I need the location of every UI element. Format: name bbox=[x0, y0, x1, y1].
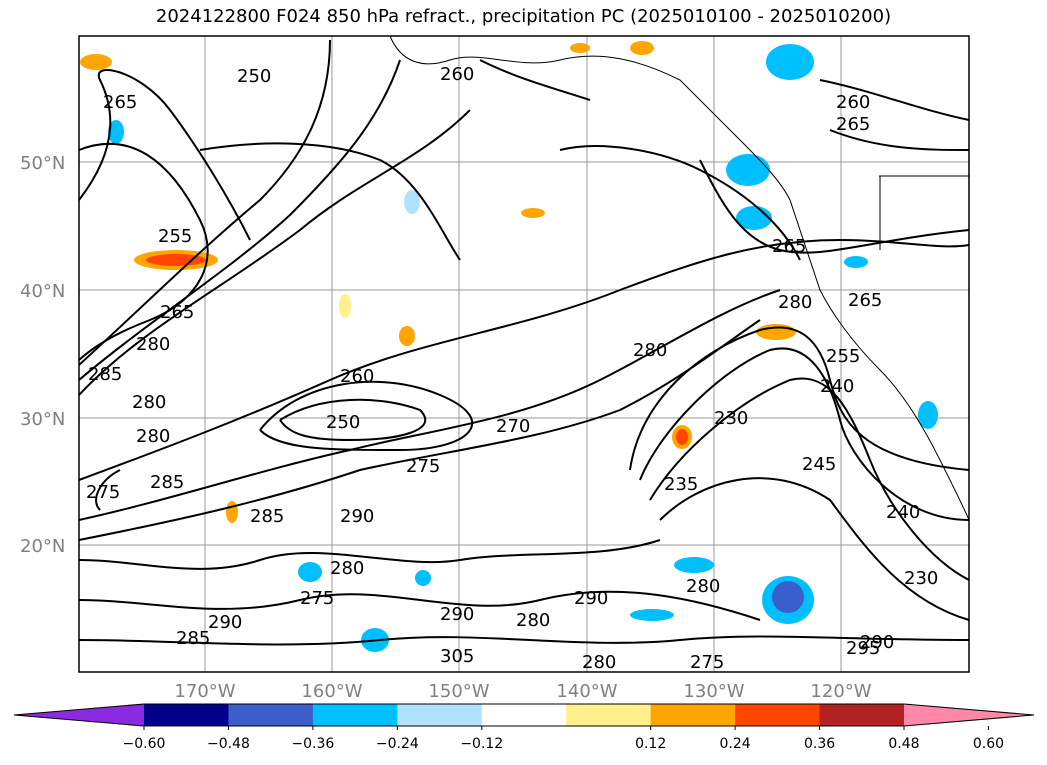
contour-label: 280 bbox=[582, 652, 616, 673]
contour-label: 280 bbox=[132, 392, 166, 413]
contour-label: 240 bbox=[820, 376, 854, 397]
map-panel: 250 265 260 255 265 260 250 280 280 285 … bbox=[78, 35, 970, 673]
contour-label: 230 bbox=[714, 408, 748, 429]
lon-label: 170°W bbox=[174, 681, 235, 702]
contour-label: 290 bbox=[208, 612, 242, 633]
colorbar-swatch bbox=[312, 704, 398, 726]
contour-label: 245 bbox=[802, 454, 836, 475]
contour-label: 275 bbox=[690, 652, 724, 673]
contour-label: 265 bbox=[848, 290, 882, 311]
lat-label: 20°N bbox=[20, 536, 65, 557]
contour-label: 295 bbox=[846, 638, 880, 659]
lat-labels: 50°N 40°N 30°N 20°N bbox=[20, 153, 65, 557]
colorbar-swatch bbox=[228, 704, 314, 726]
colorbar-tick-label: 0.36 bbox=[804, 736, 835, 752]
colorbar: −0.60 −0.48 −0.36 −0.24 −0.12 0.12 0.24 0.36 0.4… bbox=[13, 703, 1035, 752]
colorbar-tick-label: −0.48 bbox=[207, 736, 250, 752]
colorbar-tick-label: 0.12 bbox=[635, 736, 666, 752]
colorbar-swatch bbox=[819, 704, 905, 726]
contour-label: 285 bbox=[150, 472, 184, 493]
contour-label: 305 bbox=[440, 646, 474, 667]
contour-label: 280 bbox=[686, 576, 720, 597]
contour-label: 275 bbox=[300, 588, 334, 609]
contour-label: 255 bbox=[158, 226, 192, 247]
contour-label: 290 bbox=[574, 588, 608, 609]
contour-label: 280 bbox=[136, 426, 170, 447]
contour-label: 290 bbox=[440, 604, 474, 625]
colorbar-swatch bbox=[481, 704, 567, 726]
contour-lines bbox=[78, 39, 970, 646]
contour-label: 285 bbox=[88, 364, 122, 385]
contour-label: 285 bbox=[176, 628, 210, 649]
colorbar-tick-label: −0.24 bbox=[376, 736, 419, 752]
contour-label: 275 bbox=[86, 482, 120, 503]
map-title: 2024122800 F024 850 hPa refract., precip… bbox=[155, 6, 892, 27]
colorbar-tick-label: −0.12 bbox=[460, 736, 503, 752]
colorbar-tick-label: −0.36 bbox=[291, 736, 334, 752]
contour-labels: 250 265 260 255 265 260 250 280 280 285 … bbox=[86, 64, 938, 673]
lon-label: 150°W bbox=[428, 681, 489, 702]
lon-label: 160°W bbox=[301, 681, 362, 702]
contour-label: 250 bbox=[237, 66, 271, 87]
contour-label: 280 bbox=[516, 610, 550, 631]
contour-label: 280 bbox=[778, 292, 812, 313]
contour-label: 240 bbox=[886, 502, 920, 523]
contour-label: 265 bbox=[103, 92, 137, 113]
lat-label: 30°N bbox=[20, 409, 65, 430]
colorbar-swatch bbox=[735, 704, 821, 726]
map-frame bbox=[78, 35, 970, 673]
contour-label: 260 bbox=[340, 366, 374, 387]
contour-label: 280 bbox=[330, 558, 364, 579]
lon-label: 130°W bbox=[683, 681, 744, 702]
colorbar-swatch bbox=[566, 704, 652, 726]
contour-label: 280 bbox=[136, 334, 170, 355]
graticule bbox=[79, 36, 969, 672]
contour-label: 285 bbox=[250, 506, 284, 527]
contour-label: 265 bbox=[160, 302, 194, 323]
contour-label: 230 bbox=[904, 568, 938, 589]
contour-label: 290 bbox=[860, 632, 894, 653]
colorbar-tick-label: 0.60 bbox=[973, 736, 1004, 752]
colorbar-swatch bbox=[397, 704, 483, 726]
colorbar-extend-high bbox=[904, 704, 1034, 726]
contour-label: 265 bbox=[772, 236, 806, 257]
contour-label: 235 bbox=[664, 474, 698, 495]
contour-label: 255 bbox=[826, 346, 860, 367]
lon-labels: 170°W 160°W 150°W 140°W 130°W 120°W bbox=[174, 681, 871, 702]
lat-label: 50°N bbox=[20, 153, 65, 174]
contour-label: 250 bbox=[326, 412, 360, 433]
lon-label: 140°W bbox=[556, 681, 617, 702]
contour-label: 260 bbox=[836, 92, 870, 113]
lat-label: 40°N bbox=[20, 281, 65, 302]
colorbar-tick-label: −0.60 bbox=[123, 736, 166, 752]
contour-label: 260 bbox=[440, 64, 474, 85]
colorbar-extend-low bbox=[14, 704, 144, 726]
contour-label: 290 bbox=[340, 506, 374, 527]
colorbar-swatch bbox=[144, 704, 229, 726]
lon-label: 120°W bbox=[810, 681, 871, 702]
contour-label: 270 bbox=[496, 416, 530, 437]
colorbar-swatch bbox=[650, 704, 736, 726]
contour-label: 275 bbox=[406, 456, 440, 477]
contour-label: 265 bbox=[836, 114, 870, 135]
colorbar-tick-label: 0.48 bbox=[888, 736, 919, 752]
colorbar-tick-label: 0.24 bbox=[720, 736, 751, 752]
coastline bbox=[389, 35, 970, 521]
contour-label: 280 bbox=[633, 340, 667, 361]
